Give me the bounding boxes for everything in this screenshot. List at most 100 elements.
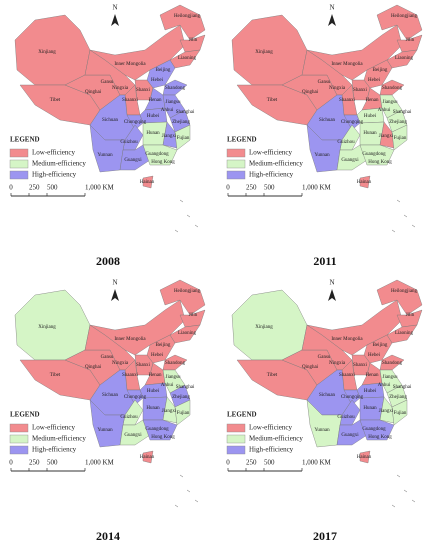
province-label: Heilongjiang <box>391 289 418 294</box>
province-label: Jiangsu <box>383 100 399 105</box>
province-label: Jilin <box>189 313 198 318</box>
province-label: Shandong <box>165 361 186 366</box>
north-arrow <box>328 289 336 301</box>
province-label: Inner Mongolia <box>331 337 363 342</box>
province-label: Ningxia <box>329 86 346 91</box>
scale-label: 0 <box>9 184 13 192</box>
province-label: Zhejiang <box>389 120 407 125</box>
province-label: Xinjiang <box>255 50 273 55</box>
scale-label: 500 <box>47 184 58 192</box>
legend-label: High-efficiency <box>32 446 77 454</box>
province-label: Henan <box>148 373 162 378</box>
island <box>396 474 401 478</box>
province-label: Hainan <box>140 455 155 460</box>
province-label: Henan <box>148 98 162 103</box>
north-arrow <box>111 14 119 26</box>
year-label: 2014 <box>96 529 120 543</box>
legend-swatch <box>9 434 29 444</box>
island <box>179 474 184 478</box>
province-label: Shanxi <box>353 363 368 368</box>
province-label: Zhejiang <box>172 120 190 125</box>
province <box>376 4 423 41</box>
province-label: Hainan <box>140 180 155 185</box>
province-label: Yunnan <box>97 428 113 433</box>
province-label: Jilin <box>406 313 415 318</box>
legend-swatch <box>9 170 29 180</box>
legend-label: Low-efficiency <box>249 424 293 432</box>
province-label: Jiangxi <box>162 409 177 414</box>
island <box>396 199 401 203</box>
province-label: Fujian <box>394 411 407 416</box>
province-label: Tibet <box>267 373 278 378</box>
province-label: Guangdong <box>362 152 386 157</box>
province-label: Ningxia <box>329 361 346 366</box>
year-label: 2011 <box>313 254 336 268</box>
north-arrow <box>111 289 119 301</box>
province-label: Fujian <box>177 411 190 416</box>
north-label: N <box>329 4 334 12</box>
province <box>174 124 191 151</box>
province-label: Hubei <box>364 389 377 394</box>
province-label: Beijing <box>373 343 388 348</box>
province-label: Beijing <box>373 68 388 73</box>
province <box>89 24 186 81</box>
province-label: Shanxi <box>353 88 368 93</box>
province-label: Guangxi <box>341 433 359 438</box>
legend-label: High-efficiency <box>249 446 294 454</box>
province-label: Shanghai <box>393 385 412 390</box>
province-label: Shandong <box>382 361 403 366</box>
province-label: Liaoning <box>395 331 414 336</box>
scale-label: 500 <box>264 184 275 192</box>
province-label: Jiangsu <box>166 100 182 105</box>
island <box>179 199 184 203</box>
province <box>162 79 188 96</box>
province-label: Heilongjiang <box>174 289 201 294</box>
province-label: Xinjiang <box>38 50 56 55</box>
province-label: Hong Kong <box>151 160 175 165</box>
legend-title: LEGEND <box>227 411 257 419</box>
province <box>174 399 191 426</box>
province <box>159 4 206 41</box>
province-label: Shandong <box>165 86 186 91</box>
island <box>174 229 179 233</box>
legend-label: Medium-efficiency <box>32 160 86 168</box>
province-label: Jiangxi <box>379 409 394 414</box>
province-label: Chongqing <box>341 395 364 400</box>
province-label: Shanghai <box>176 110 195 115</box>
province-label: Gansu <box>318 355 331 360</box>
province-label: Sichuan <box>102 118 119 123</box>
province <box>379 79 405 96</box>
legend-swatch <box>9 445 29 455</box>
province <box>162 354 188 371</box>
province-label: Anhui <box>161 108 174 113</box>
province <box>159 279 206 316</box>
province-label: Ningxia <box>112 361 129 366</box>
province-label: Hunan <box>363 131 377 136</box>
island <box>403 214 408 218</box>
province-label: Hubei <box>147 114 160 119</box>
province <box>142 144 178 166</box>
legend-swatch <box>226 159 246 169</box>
province-label: Fujian <box>394 136 407 141</box>
province-label: Sichuan <box>319 393 336 398</box>
province <box>142 450 154 464</box>
province <box>142 175 154 189</box>
scale-label: 1,000 KM <box>302 459 332 467</box>
province-label: Guizhou <box>120 140 138 145</box>
scale-label: 0 <box>9 459 13 467</box>
province-label: Inner Mongolia <box>331 62 363 67</box>
province-label: Jiangsu <box>383 375 399 380</box>
island <box>194 499 199 503</box>
province <box>306 299 403 356</box>
province-label: Qinghai <box>302 365 319 370</box>
province-label: Ningxia <box>112 86 129 91</box>
province-label: Heilongjiang <box>174 14 201 19</box>
island <box>411 224 416 228</box>
province-label: Hainan <box>357 455 372 460</box>
province-label: Jilin <box>406 38 415 43</box>
province-label: Tibet <box>267 98 278 103</box>
legend-label: High-efficiency <box>249 171 294 179</box>
